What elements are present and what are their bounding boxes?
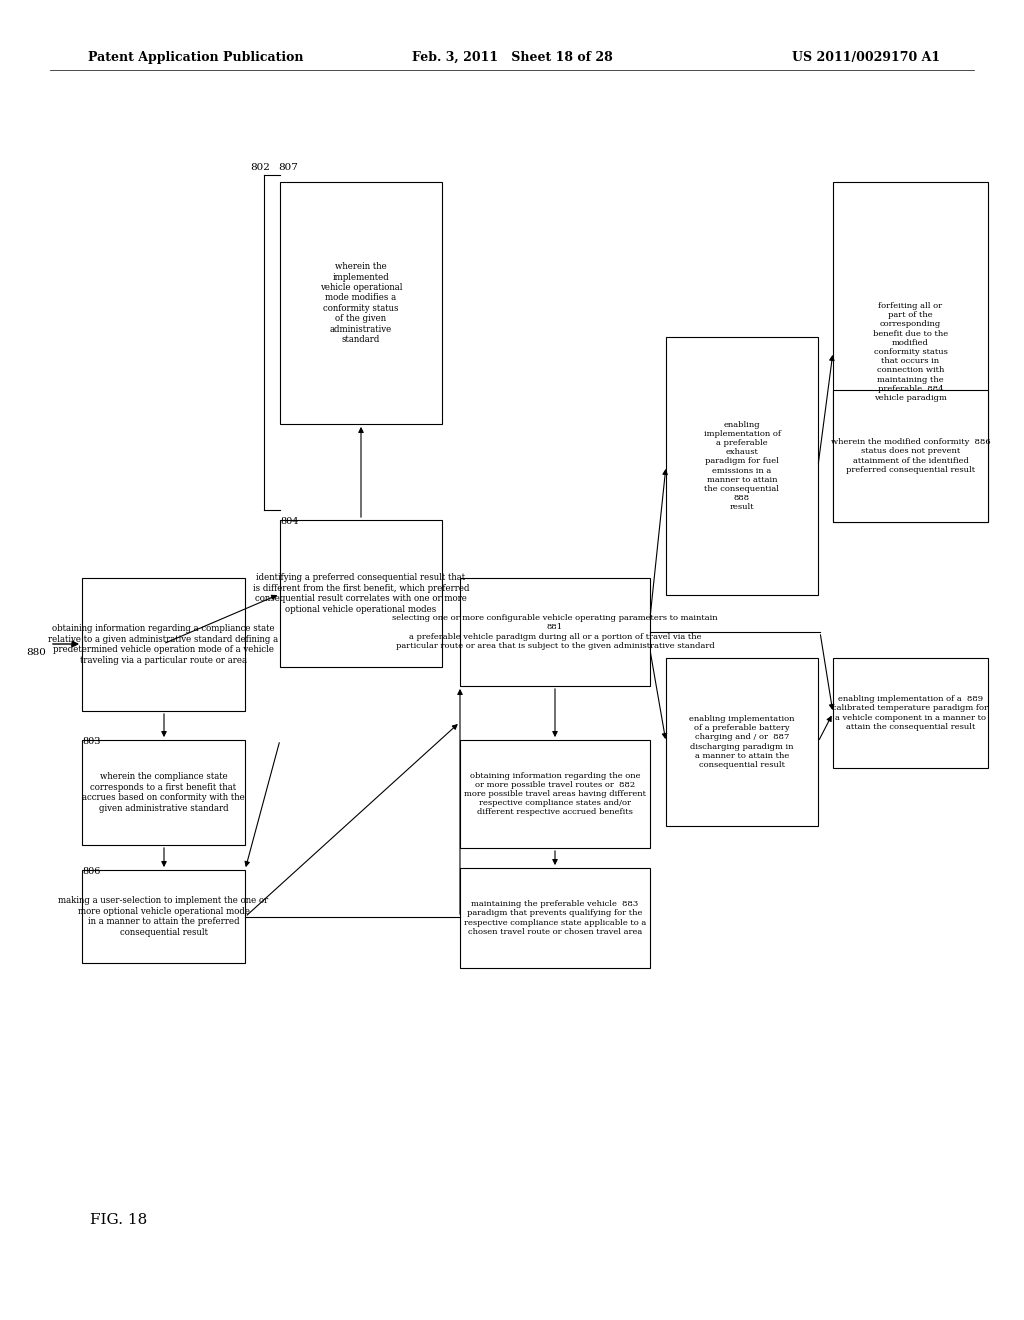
FancyBboxPatch shape [833,389,988,521]
Text: Feb. 3, 2011   Sheet 18 of 28: Feb. 3, 2011 Sheet 18 of 28 [412,50,612,63]
FancyBboxPatch shape [460,741,650,847]
FancyBboxPatch shape [666,337,818,595]
Text: enabling implementation of a  889
calibrated temperature paradigm for
a vehicle : enabling implementation of a 889 calibra… [833,696,988,731]
FancyBboxPatch shape [666,657,818,826]
Text: making a user-selection to implement the one or
more optional vehicle operationa: making a user-selection to implement the… [58,896,268,937]
FancyBboxPatch shape [280,520,442,667]
Text: US 2011/0029170 A1: US 2011/0029170 A1 [792,50,940,63]
FancyBboxPatch shape [833,182,988,521]
Text: wherein the compliance state
corresponds to a first benefit that
accrues based o: wherein the compliance state corresponds… [82,772,245,813]
Text: Patent Application Publication: Patent Application Publication [88,50,303,63]
Text: identifying a preferred consequential result that
is different from the first be: identifying a preferred consequential re… [253,573,469,614]
Text: selecting one or more configurable vehicle operating parameters to maintain
881
: selecting one or more configurable vehic… [392,614,718,649]
Text: 807: 807 [278,162,298,172]
Text: obtaining information regarding the one
or more possible travel routes or  882
m: obtaining information regarding the one … [464,772,646,816]
FancyBboxPatch shape [833,657,988,768]
Text: 804: 804 [280,517,299,525]
Text: 880: 880 [26,648,46,657]
Text: 806: 806 [82,867,100,876]
Text: wherein the
implemented
vehicle operational
mode modifies a
conformity status
of: wherein the implemented vehicle operatio… [319,263,402,345]
FancyBboxPatch shape [82,741,245,845]
FancyBboxPatch shape [460,578,650,686]
FancyBboxPatch shape [82,578,245,711]
FancyBboxPatch shape [280,182,442,424]
Text: 802: 802 [250,162,270,172]
Text: enabling
implementation of
a preferable
exhaust
paradigm for fuel
emissions in a: enabling implementation of a preferable … [703,421,780,511]
FancyBboxPatch shape [460,869,650,968]
Text: maintaining the preferable vehicle  883
paradigm that prevents qualifying for th: maintaining the preferable vehicle 883 p… [464,900,646,936]
Text: wherein the modified conformity  886
status does not prevent
attainment of the i: wherein the modified conformity 886 stat… [830,438,990,474]
Text: obtaining information regarding a compliance state
relative to a given administr: obtaining information regarding a compli… [48,624,279,664]
Text: forfeiting all or
part of the
corresponding
benefit due to the
modified
conformi: forfeiting all or part of the correspond… [872,302,948,403]
Text: FIG. 18: FIG. 18 [90,1213,147,1228]
FancyBboxPatch shape [82,870,245,964]
Text: 803: 803 [82,737,100,746]
Text: enabling implementation
of a preferable battery
charging and / or  887
dischargi: enabling implementation of a preferable … [689,715,795,770]
